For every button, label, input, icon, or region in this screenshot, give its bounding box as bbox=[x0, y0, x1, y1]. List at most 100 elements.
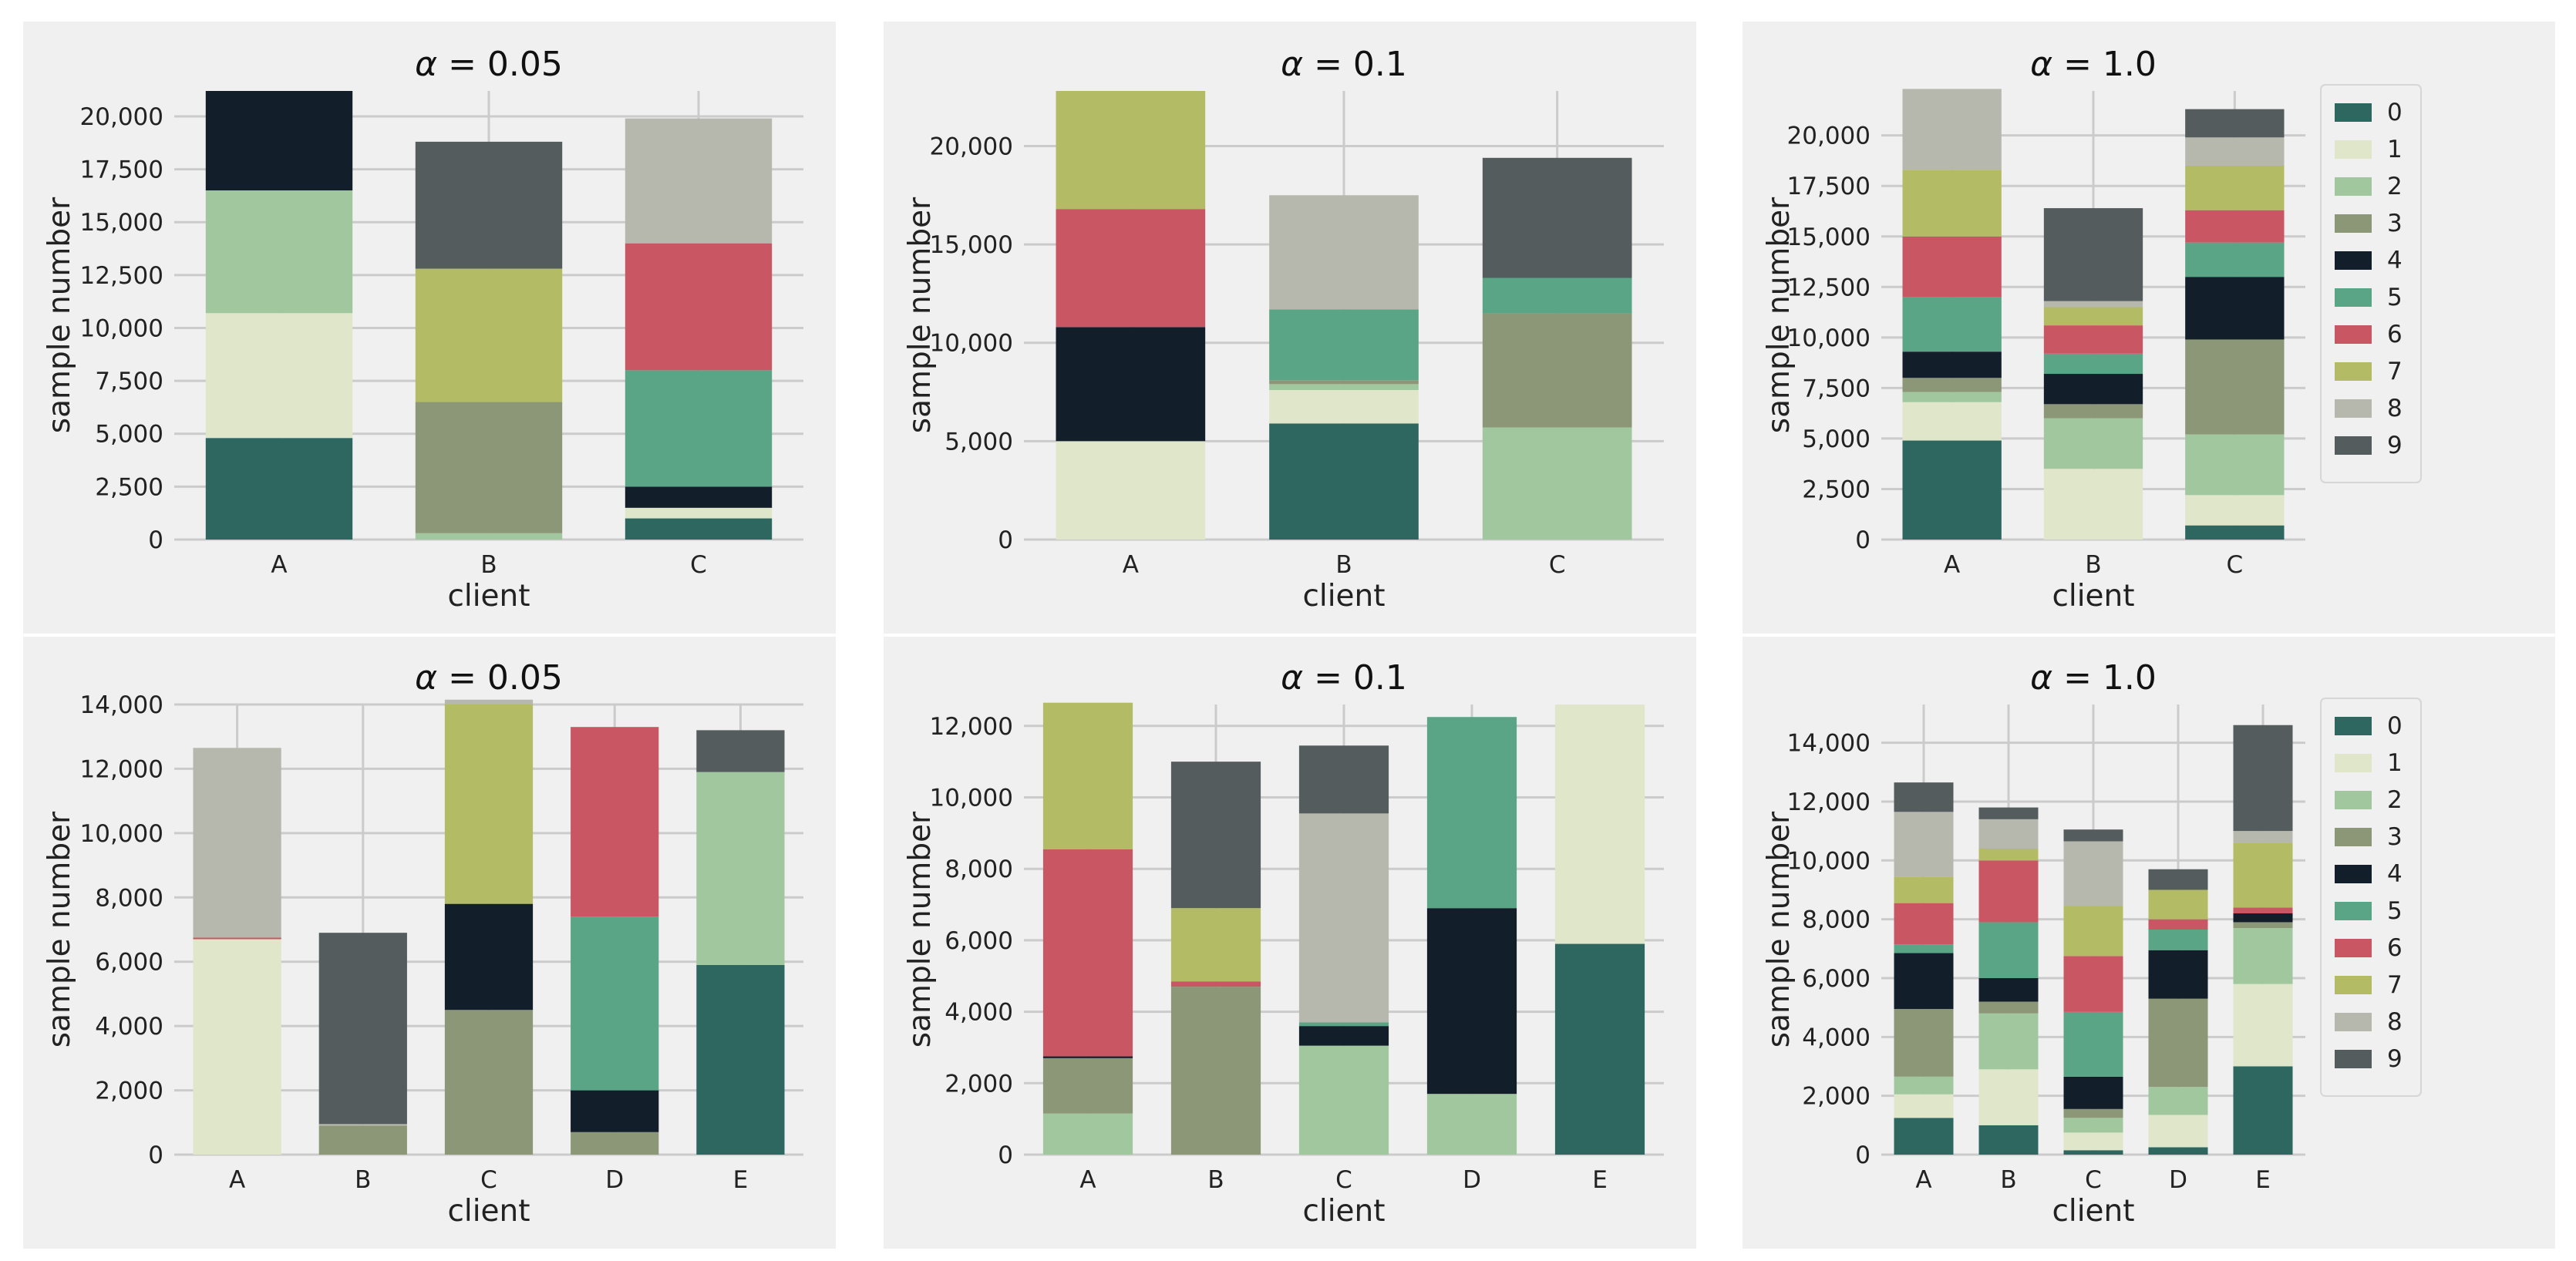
bar-segment-C-class-8 bbox=[444, 699, 534, 704]
bar-segment-A-class-7 bbox=[1042, 702, 1133, 849]
y-tick-label: 0 bbox=[998, 1142, 1013, 1169]
bar-segment-A-class-4 bbox=[205, 91, 353, 191]
bar-segment-B-class-5 bbox=[2043, 353, 2143, 375]
bar-segment-A-class-9 bbox=[1894, 782, 1954, 812]
bar-segment-A-class-5 bbox=[1894, 944, 1954, 953]
bar-segment-C-class-3 bbox=[2063, 1108, 2123, 1118]
legend: 0 1 2 3 4 5 6 7 8 9 bbox=[2320, 84, 2422, 483]
bar-segment-A-class-4 bbox=[1902, 351, 2002, 378]
bar-segment-A-class-6 bbox=[1042, 849, 1133, 1057]
bar-segment-A-class-1 bbox=[1902, 402, 2002, 441]
bar-segment-C-class-7 bbox=[444, 704, 534, 904]
bar-segment-A-class-7 bbox=[1902, 170, 2002, 237]
y-tick-label: 5,000 bbox=[95, 421, 163, 449]
y-tick-label: 14,000 bbox=[80, 691, 163, 719]
chart-title-value: = 1.0 bbox=[2052, 658, 2157, 698]
legend-label-8: 8 bbox=[2387, 1008, 2403, 1036]
y-tick-label: 10,000 bbox=[1787, 324, 1871, 352]
bar-segment-D-class-0 bbox=[2148, 1147, 2208, 1155]
bar-segment-A-class-7 bbox=[1894, 876, 1954, 903]
bar-segment-B-class-9 bbox=[318, 933, 407, 1125]
legend-swatch-5 bbox=[2335, 902, 2372, 920]
bar-segment-B-class-3 bbox=[1978, 1001, 2039, 1014]
x-tick-label-B: B bbox=[1207, 1166, 1224, 1194]
x-tick-label-A: A bbox=[229, 1166, 245, 1194]
bar-segment-B-class-1 bbox=[1269, 390, 1419, 424]
legend-label-5: 5 bbox=[2387, 284, 2403, 311]
bar-segment-A-class-2 bbox=[1894, 1076, 1954, 1095]
y-tick-label: 0 bbox=[148, 1142, 163, 1169]
legend-label-8: 8 bbox=[2387, 395, 2403, 422]
y-tick-label: 2,500 bbox=[95, 473, 163, 501]
y-tick-label: 20,000 bbox=[1787, 123, 1871, 150]
bar-segment-D-class-2 bbox=[2148, 1087, 2208, 1115]
bar-segment-D-class-3 bbox=[571, 1132, 659, 1155]
y-tick-label: 2,000 bbox=[945, 1070, 1013, 1098]
bar-segment-E-class-0 bbox=[1554, 943, 1645, 1155]
bar-segment-D-class-3 bbox=[2148, 998, 2208, 1088]
legend-swatch-0 bbox=[2335, 717, 2372, 735]
legend-swatch-2 bbox=[2335, 791, 2372, 809]
bar-segment-C-class-0 bbox=[2063, 1150, 2123, 1155]
legend-swatch-6 bbox=[2335, 939, 2372, 957]
bar-segment-D-class-7 bbox=[2148, 889, 2208, 920]
legend-label-2: 2 bbox=[2387, 786, 2403, 814]
bar-segment-B-class-9 bbox=[2043, 208, 2143, 301]
bar-segment-B-class-7 bbox=[415, 268, 563, 402]
bar-segment-B-class-2 bbox=[415, 533, 563, 540]
bar-segment-E-class-8 bbox=[2233, 831, 2293, 843]
bar-segment-A-class-6 bbox=[1894, 903, 1954, 945]
bar-segment-A-class-4 bbox=[1894, 953, 1954, 1010]
chart-title-symbol: α bbox=[1281, 658, 1303, 698]
x-axis-label: client bbox=[1302, 579, 1385, 614]
y-axis-label: sample number bbox=[903, 811, 938, 1047]
bar-segment-D-class-4 bbox=[2148, 950, 2208, 999]
legend-label-4: 4 bbox=[2387, 860, 2403, 888]
bar-segment-C-class-2 bbox=[2185, 434, 2285, 496]
y-axis-label: sample number bbox=[42, 811, 77, 1047]
bar-segment-D-class-6 bbox=[571, 727, 659, 917]
legend-label-3: 3 bbox=[2387, 210, 2403, 237]
y-axis-label: sample number bbox=[903, 197, 938, 433]
x-tick-label-E: E bbox=[733, 1166, 749, 1194]
bar-segment-C-class-1 bbox=[2063, 1132, 2123, 1151]
bar-segment-A-class-3 bbox=[1902, 378, 2002, 392]
bar-segment-D-class-4 bbox=[1426, 908, 1517, 1095]
bar-segment-C-class-2 bbox=[1298, 1045, 1389, 1155]
x-tick-label-E: E bbox=[2255, 1166, 2271, 1194]
bar-segment-C-class-6 bbox=[625, 243, 773, 371]
chart-5: 0 2,000 4,000 6,000 8,000 10,000 12,000 A B C D Eα … bbox=[884, 637, 1696, 1249]
y-tick-label: 17,500 bbox=[1787, 173, 1871, 200]
x-tick-label-B: B bbox=[355, 1166, 371, 1194]
bar-segment-B-class-9 bbox=[415, 141, 563, 269]
bar-segment-B-class-5 bbox=[1978, 922, 2039, 978]
chart-title-symbol: α bbox=[2030, 45, 2052, 84]
chart-6: 0 2,000 4,000 6,000 8,000 10,000 12,000 14,000 A… bbox=[1743, 637, 2555, 1249]
legend-label-6: 6 bbox=[2387, 934, 2403, 962]
bar-segment-A-class-3 bbox=[1042, 1058, 1133, 1114]
chart-title: α = 1.0 bbox=[2030, 658, 2157, 698]
bar-segment-C-class-4 bbox=[444, 903, 534, 1010]
bar-segment-B-class-3 bbox=[318, 1125, 407, 1155]
chart-title-symbol: α bbox=[2030, 658, 2052, 698]
bar-segment-A-class-4 bbox=[1056, 327, 1206, 442]
y-tick-label: 7,500 bbox=[1802, 375, 1871, 402]
legend-swatch-3 bbox=[2335, 214, 2372, 233]
bar-segment-B-class-8 bbox=[1269, 195, 1419, 310]
bar-segment-A-class-8 bbox=[1902, 89, 2002, 170]
x-tick-label-D: D bbox=[2169, 1166, 2187, 1194]
bar-segment-E-class-9 bbox=[2233, 725, 2293, 832]
bar-segment-D-class-5 bbox=[571, 916, 659, 1091]
y-tick-label: 6,000 bbox=[1802, 965, 1871, 993]
bar-segment-C-class-4 bbox=[1298, 1026, 1389, 1046]
bar-segment-A-class-0 bbox=[205, 438, 353, 540]
legend-label-7: 7 bbox=[2387, 971, 2403, 999]
bar-segment-B-class-7 bbox=[1170, 908, 1261, 982]
bar-segment-D-class-6 bbox=[2148, 919, 2208, 930]
bar-segment-A-class-0 bbox=[1894, 1118, 1954, 1155]
bar-segment-E-class-1 bbox=[1554, 704, 1645, 944]
bar-segment-C-class-9 bbox=[1298, 745, 1389, 814]
bar-segment-C-class-9 bbox=[2185, 109, 2285, 138]
bar-segment-C-class-5 bbox=[2063, 1011, 2123, 1077]
chart-title-symbol: α bbox=[415, 45, 437, 84]
